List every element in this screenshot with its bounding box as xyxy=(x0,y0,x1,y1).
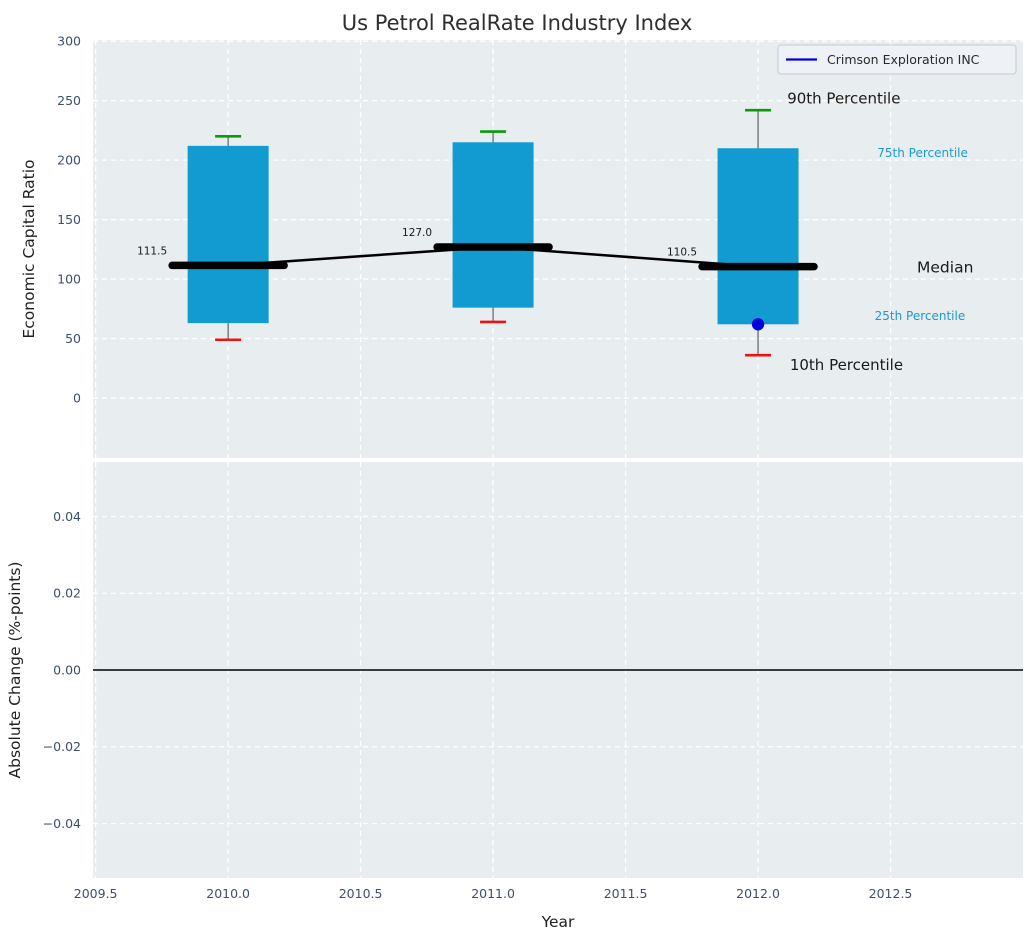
tick-label: 2011.5 xyxy=(604,886,648,901)
iqr-box-2011[interactable] xyxy=(452,142,534,308)
tick-label: 0 xyxy=(73,390,81,405)
annotation-75th-percentile: 75th Percentile xyxy=(877,146,968,160)
tick-label: 2010.5 xyxy=(339,886,383,901)
tick-label: 2011.0 xyxy=(471,886,515,901)
tick-label: 2012.5 xyxy=(869,886,913,901)
tick-labels: 0 50 100 150 200 250 300 0.04 0.02 0.00 −0.02 −0.04… xyxy=(43,33,913,901)
tick-label: 2010.0 xyxy=(206,886,250,901)
annotation-10th-percentile: 10th Percentile xyxy=(790,356,903,374)
company-point[interactable] xyxy=(751,318,765,331)
legend-label: Crimson Exploration INC xyxy=(827,52,980,67)
y-axis-label-bottom: Absolute Change (%-points) xyxy=(6,562,24,779)
tick-label: 50 xyxy=(65,331,81,346)
iqr-box-2010[interactable] xyxy=(187,145,269,324)
tick-label: 0.00 xyxy=(53,662,81,677)
tick-label: 100 xyxy=(57,271,81,286)
chart-title: Us Petrol RealRate Industry Index xyxy=(342,11,693,35)
tick-label: 200 xyxy=(57,152,81,167)
median-value-label-2010: 111.5 xyxy=(137,245,167,257)
iqr-box-2012[interactable] xyxy=(717,148,799,325)
tick-label: 300 xyxy=(57,33,81,48)
y-axis-label-top: Economic Capital Ratio xyxy=(20,159,38,338)
tick-label: 250 xyxy=(57,93,81,108)
legend[interactable]: Crimson Exploration INC xyxy=(777,44,1017,75)
annotation-90th-percentile: 90th Percentile xyxy=(787,90,900,108)
plot-marks xyxy=(93,108,1023,671)
tick-label: 2012.0 xyxy=(736,886,780,901)
tick-label: 0.04 xyxy=(53,509,81,524)
tick-label: −0.02 xyxy=(43,739,81,754)
annotation-labels: 111.5 127.0 110.5 90th Percentile 75th Perce… xyxy=(137,90,973,374)
annotation-25th-percentile: 25th Percentile xyxy=(875,309,966,323)
tick-label: 150 xyxy=(57,212,81,227)
legend-box xyxy=(777,44,1017,75)
median-value-label-2012: 110.5 xyxy=(667,247,697,259)
x-axis-label: Year xyxy=(541,913,575,931)
tick-label: 2009.5 xyxy=(74,886,118,901)
annotation-median: Median xyxy=(917,259,973,277)
tick-label: 0.02 xyxy=(53,586,81,601)
tick-label: −0.04 xyxy=(43,816,81,831)
median-value-label-2011: 127.0 xyxy=(402,227,432,239)
